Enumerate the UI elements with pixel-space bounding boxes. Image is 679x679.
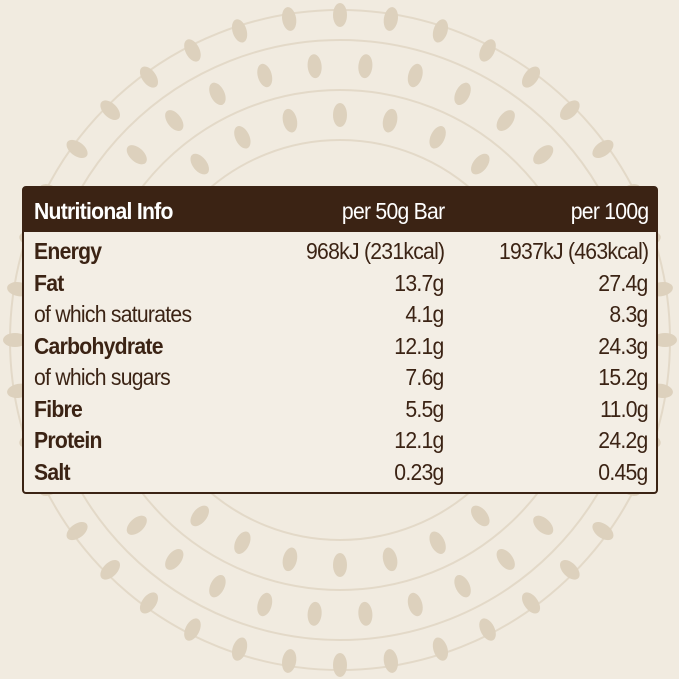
leaf	[521, 592, 541, 614]
leaf	[382, 108, 398, 133]
row-label: Protein	[34, 427, 102, 453]
leaf	[66, 521, 88, 541]
leaf	[533, 145, 554, 165]
leaf	[333, 103, 347, 127]
leaf	[190, 153, 209, 175]
leaf	[333, 3, 347, 27]
leaf	[257, 63, 273, 88]
table-header: Nutritional Info per 50g Bar per 100g	[24, 188, 656, 232]
leaf	[592, 139, 614, 159]
leaf	[257, 592, 273, 617]
leaf	[190, 505, 209, 527]
leaf	[521, 66, 541, 88]
row-label: Fibre	[34, 395, 83, 422]
leaf	[209, 82, 226, 106]
leaf	[139, 592, 159, 614]
leaf	[559, 559, 580, 580]
leaf	[496, 110, 515, 132]
leaf	[281, 7, 297, 31]
row-label: Energy	[34, 238, 102, 264]
row-value: 0.23g	[394, 458, 445, 485]
leaf	[382, 547, 398, 572]
leaf	[282, 547, 298, 572]
row-value: 12.1g	[394, 332, 445, 359]
leaf	[407, 63, 423, 88]
leaf	[454, 82, 471, 106]
leaf	[383, 649, 399, 673]
leaf	[496, 548, 515, 570]
header-col: per 100g	[570, 198, 648, 224]
row-value: 1937kJ (463kcal)	[498, 238, 649, 264]
leaf	[126, 145, 147, 165]
leaf	[333, 553, 347, 577]
leaf	[234, 531, 251, 554]
leaf	[533, 515, 554, 535]
row-value: 0.45g	[598, 458, 649, 485]
row-value: 27.4g	[598, 269, 649, 296]
leaf	[479, 618, 496, 641]
leaf	[333, 653, 347, 677]
row-value: 8.3g	[609, 301, 649, 327]
row-value: 11.0g	[600, 395, 648, 422]
row-value: 24.2g	[598, 427, 649, 453]
leaf	[100, 100, 121, 121]
header-label: Nutritional Info	[34, 198, 173, 224]
leaf	[307, 601, 322, 626]
row-label: Salt	[34, 458, 71, 485]
row-label: Fat	[34, 269, 64, 296]
row-value: 7.6g	[405, 364, 445, 390]
row-value: 15.2g	[598, 364, 649, 390]
row-label: of which saturates	[34, 301, 192, 327]
leaf	[429, 126, 446, 149]
leaf	[432, 19, 449, 43]
leaf	[231, 19, 248, 43]
leaf	[231, 637, 248, 661]
leaf	[139, 66, 159, 88]
leaf	[66, 139, 88, 159]
leaf	[358, 54, 373, 79]
leaf	[126, 515, 147, 535]
leaf	[234, 126, 251, 149]
leaf	[209, 574, 226, 598]
row-value: 24.3g	[598, 332, 649, 359]
row-label: Carbohydrate	[34, 332, 163, 359]
leaf	[281, 649, 297, 673]
leaf	[592, 521, 614, 541]
row-value: 968kJ (231kcal)	[305, 238, 445, 264]
leaf	[429, 531, 446, 554]
leaf	[471, 505, 490, 527]
row-value: 13.7g	[394, 269, 445, 296]
row-value: 4.1g	[405, 301, 445, 327]
leaf	[432, 637, 449, 661]
leaf	[559, 100, 580, 121]
leaf	[358, 601, 373, 626]
nutrition-table: Nutritional Info per 50g Bar per 100g En…	[22, 186, 658, 494]
leaf	[184, 39, 201, 62]
row-value: 5.5g	[405, 395, 445, 422]
leaf	[479, 39, 496, 62]
leaf	[471, 153, 490, 175]
header-col: per 50g Bar	[341, 198, 445, 224]
leaf	[165, 548, 184, 570]
leaf	[454, 574, 471, 598]
leaf	[165, 110, 184, 132]
leaf	[653, 333, 677, 347]
row-value: 12.1g	[394, 427, 445, 453]
leaf	[407, 592, 423, 617]
leaf	[383, 7, 399, 31]
row-label: of which sugars	[34, 364, 171, 390]
leaf	[184, 618, 201, 641]
leaf	[282, 108, 298, 133]
leaf	[100, 559, 121, 580]
leaf	[3, 333, 27, 347]
leaf	[307, 54, 322, 79]
